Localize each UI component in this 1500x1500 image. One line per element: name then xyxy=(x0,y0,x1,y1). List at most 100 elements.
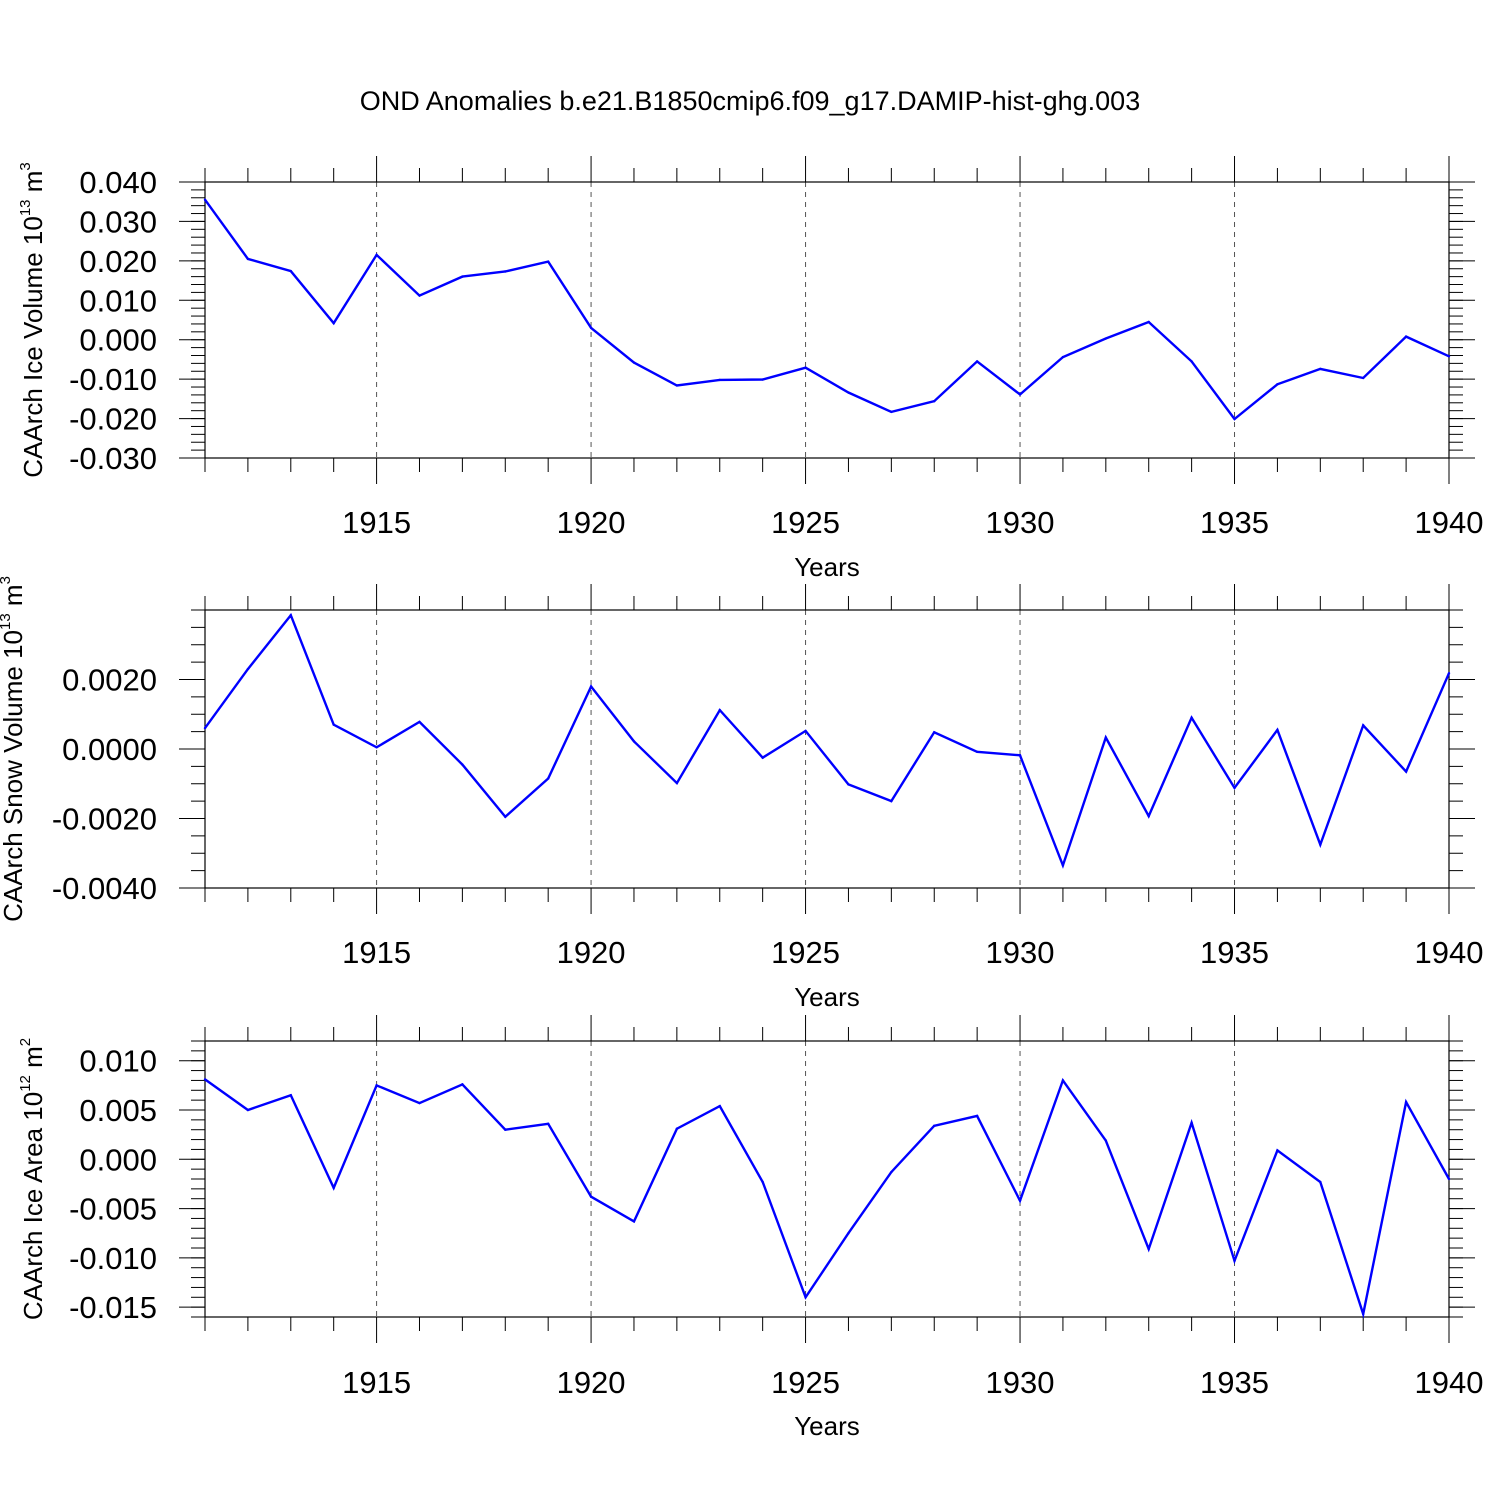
data-point xyxy=(1018,393,1022,396)
data-point xyxy=(1447,355,1451,358)
y-axis-title-exponent: 12 xyxy=(17,1075,34,1092)
data-point xyxy=(1404,1100,1408,1104)
data-point xyxy=(933,731,936,734)
data-point xyxy=(1104,337,1108,340)
chart-panel-1: -0.030 -0.020 -0.010 0.000 0.010 0.020 0.030 0.… xyxy=(17,156,1483,582)
data-point xyxy=(375,253,378,257)
data-point xyxy=(504,815,507,818)
data-point xyxy=(933,1124,936,1127)
y-tick-label: 0.000 xyxy=(79,323,157,358)
y-tick-label: 0.0000 xyxy=(62,732,157,767)
data-point xyxy=(675,384,679,387)
data-point xyxy=(675,1127,679,1130)
x-tick-label: 1925 xyxy=(771,505,840,540)
series-line xyxy=(204,612,1451,869)
data-point xyxy=(1404,770,1408,773)
y-tick-label: 0.020 xyxy=(79,244,157,279)
data-point xyxy=(546,1122,550,1126)
data-point xyxy=(847,783,850,786)
data-point xyxy=(418,1101,421,1105)
data-point xyxy=(761,1180,764,1184)
data-point xyxy=(1190,716,1193,719)
data-point xyxy=(546,260,550,263)
x-tick-label: 1915 xyxy=(342,505,411,540)
data-point xyxy=(1061,864,1065,867)
y-axis-title: CAArch Snow Volume 1013 m3 xyxy=(0,576,28,922)
y-axis-title-text: CAArch Ice Volume 10 xyxy=(18,216,48,478)
x-tick-label: 1940 xyxy=(1415,505,1484,540)
y-axis-title-unit-exponent: 3 xyxy=(17,162,34,170)
y-tick-label: -0.010 xyxy=(69,1241,157,1276)
data-point xyxy=(804,1296,807,1299)
data-point xyxy=(375,1084,378,1087)
data-point xyxy=(718,378,721,382)
x-tick-label: 1930 xyxy=(986,1365,1055,1400)
data-point xyxy=(1104,736,1108,739)
data-point xyxy=(332,723,335,726)
data-point xyxy=(1447,672,1451,675)
data-point xyxy=(761,756,764,759)
plot-frame xyxy=(204,181,1450,459)
y-axis-title-text: CAArch Snow Volume 10 xyxy=(0,630,28,922)
data-point xyxy=(461,763,464,766)
data-point xyxy=(289,1094,292,1097)
y-axis-title-exponent: 13 xyxy=(0,613,14,630)
y-axis-title: CAArch Ice Area 1012 m2 xyxy=(17,1038,48,1320)
data-point xyxy=(675,781,679,785)
series-line xyxy=(204,1077,1451,1319)
data-point xyxy=(461,275,464,278)
data-point xyxy=(975,360,979,363)
data-point xyxy=(1276,1149,1279,1152)
y-axis-title-unit-exponent: 2 xyxy=(17,1038,34,1046)
data-point xyxy=(375,746,378,749)
figure-title: OND Anomalies b.e21.B1850cmip6.f09_g17.D… xyxy=(360,86,1140,116)
data-point xyxy=(1233,417,1236,421)
data-point xyxy=(246,257,250,261)
y-tick-label: -0.020 xyxy=(69,402,157,437)
x-axis-title: Years xyxy=(794,1411,860,1441)
x-tick-label: 1920 xyxy=(557,1365,626,1400)
y-axis-title-unit: m xyxy=(18,171,48,200)
data-point xyxy=(504,270,507,273)
y-tick-label: -0.030 xyxy=(69,441,157,476)
y-axis-title-unit: m xyxy=(18,1046,48,1075)
data-point xyxy=(1018,754,1022,757)
data-point xyxy=(203,198,207,201)
data-point xyxy=(1190,1121,1193,1125)
y-tick-label: 0.000 xyxy=(79,1142,157,1177)
data-point xyxy=(246,667,250,671)
y-axis-title-unit: m xyxy=(0,584,28,613)
y-tick-label: -0.005 xyxy=(69,1192,157,1227)
data-point xyxy=(718,708,721,712)
y-axis-title-text: CAArch Ice Area 10 xyxy=(18,1092,48,1320)
x-tick-label: 1940 xyxy=(1415,935,1484,970)
data-point xyxy=(890,799,893,803)
data-point xyxy=(718,1104,721,1108)
x-tick-label: 1915 xyxy=(342,1365,411,1400)
y-tick-label: 0.010 xyxy=(79,1044,157,1079)
data-point xyxy=(203,1078,207,1081)
data-point xyxy=(1018,1199,1022,1202)
panels: -0.030 -0.020 -0.010 0.000 0.010 0.020 0.030 0.… xyxy=(0,156,1483,1441)
x-tick-label: 1935 xyxy=(1200,505,1269,540)
data-point xyxy=(761,378,764,381)
data-point xyxy=(1147,814,1150,818)
y-tick-label: -0.015 xyxy=(69,1290,157,1325)
data-point xyxy=(890,410,893,414)
data-point xyxy=(804,366,807,369)
data-point xyxy=(1362,1312,1365,1316)
x-tick-label: 1920 xyxy=(557,505,626,540)
data-point xyxy=(1061,1079,1065,1082)
data-point xyxy=(975,1114,979,1118)
data-point xyxy=(1233,1259,1236,1263)
data-point xyxy=(1319,367,1322,371)
x-tick-label: 1935 xyxy=(1200,1365,1269,1400)
data-point xyxy=(933,400,936,403)
data-point xyxy=(847,1232,850,1235)
data-point xyxy=(1190,360,1193,363)
data-point xyxy=(1319,1180,1322,1184)
data-point xyxy=(546,777,550,780)
chart-panel-3: -0.015 -0.010 -0.005 0.000 0.005 0.010 1915 192… xyxy=(17,1015,1483,1441)
